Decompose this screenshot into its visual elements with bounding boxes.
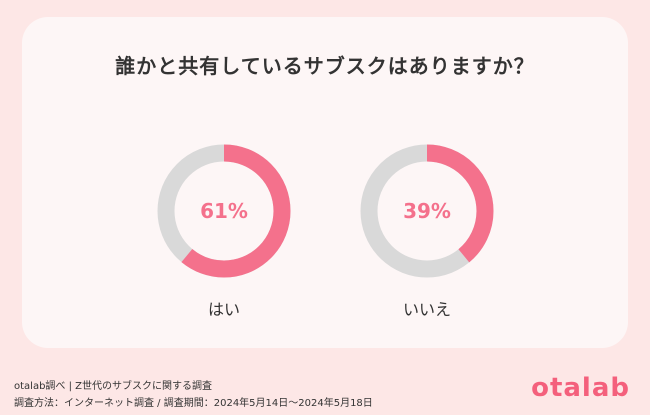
category-label-yes: はい <box>207 300 240 319</box>
donut-slice-no <box>360 144 494 278</box>
donut-slice-yes <box>157 144 291 278</box>
footer-method: 調査方法：インターネット調査 / 調査期間：2024年5月14日〜2024年5月… <box>14 398 373 409</box>
footer-source: otalab調べ | Z世代のサブスクに関する調査 <box>14 381 212 392</box>
chart-title: 誰かと共有しているサブスクはありますか？ <box>115 54 535 78</box>
chart-card <box>22 17 628 348</box>
category-label-no: いいえ <box>402 300 451 319</box>
otalab-logo: otalab <box>531 373 630 403</box>
percent-label-yes: 61% <box>200 199 248 223</box>
donut-chart-yes: 61% <box>157 144 291 278</box>
donut-chart-no: 39% <box>360 144 494 278</box>
percent-label-no: 39% <box>403 199 451 223</box>
